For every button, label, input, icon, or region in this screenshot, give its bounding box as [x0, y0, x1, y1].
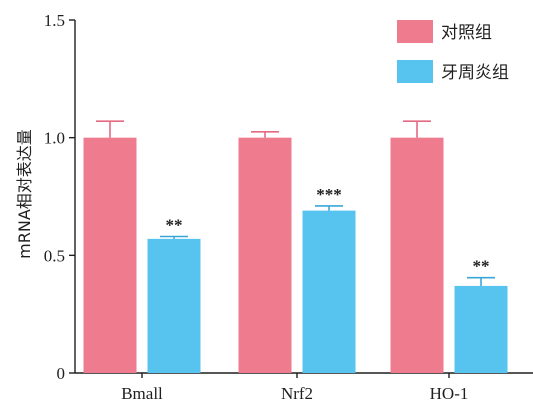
- x-tick-label: HO-1: [430, 384, 469, 403]
- y-ticks: 0 0.5 1.0 1.5: [44, 11, 75, 383]
- significance-labels: *******: [166, 185, 490, 276]
- x-tick-label: Nrf2: [281, 384, 313, 403]
- error-bars: [96, 120, 495, 286]
- significance-label: **: [473, 257, 490, 276]
- legend-swatch: [397, 60, 433, 83]
- y-tick-label: 1.5: [44, 11, 65, 30]
- y-tick-label: 1.0: [44, 129, 65, 148]
- x-ticks: Bmall Nrf2 HO-1: [121, 373, 468, 403]
- bars: [83, 137, 508, 373]
- legend-swatch: [397, 20, 433, 43]
- significance-label: **: [166, 216, 183, 235]
- bar: [302, 210, 356, 373]
- bar: [390, 137, 444, 373]
- significance-label: ***: [316, 185, 342, 204]
- bar: [147, 238, 201, 373]
- y-tick-label: 0.5: [44, 246, 65, 265]
- bar: [83, 137, 137, 373]
- bar: [454, 285, 508, 373]
- legend-label: 对照组: [441, 23, 492, 43]
- y-axis-label: mRNA相对表达量: [15, 129, 34, 259]
- bar: [238, 137, 292, 373]
- y-tick-label: 0: [57, 364, 66, 383]
- legend-label: 牙周炎组: [441, 63, 509, 83]
- x-tick-label: Bmall: [121, 384, 163, 403]
